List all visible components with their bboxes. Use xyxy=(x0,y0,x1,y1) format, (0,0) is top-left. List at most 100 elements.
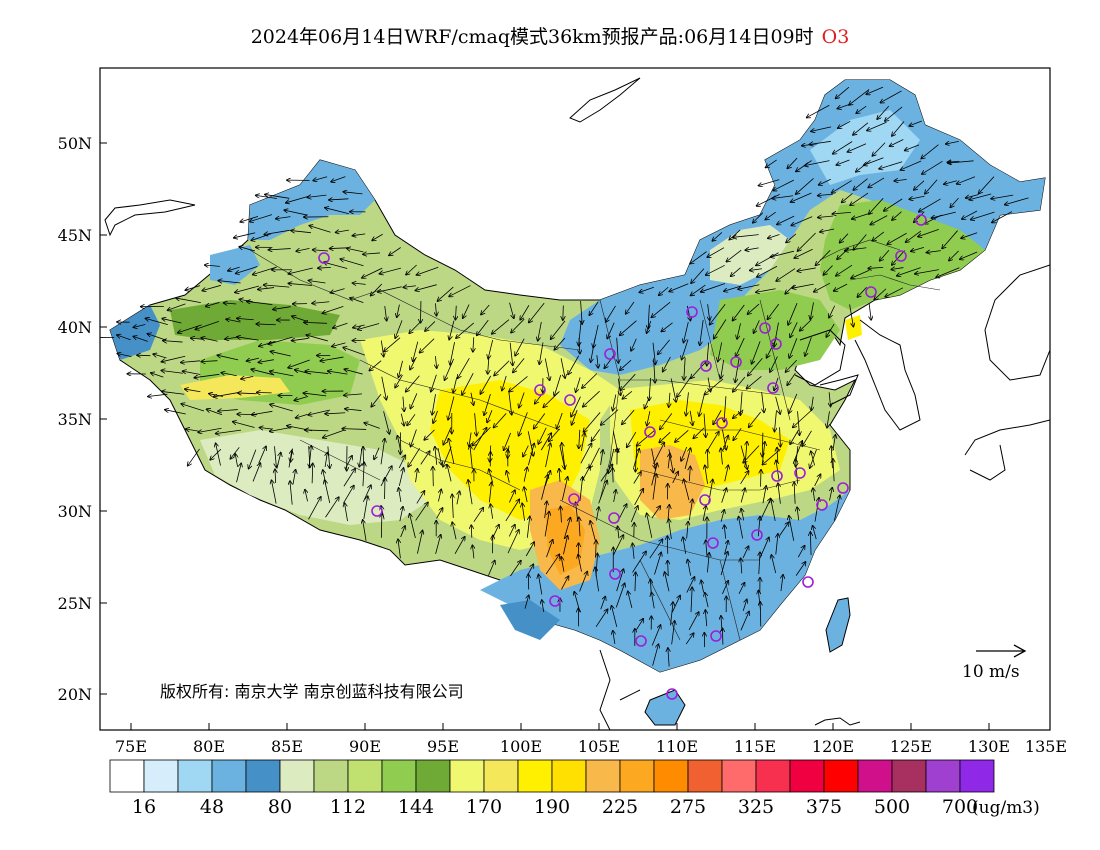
wind-arrow-icon xyxy=(708,304,710,320)
wind-arrow-icon xyxy=(833,459,834,482)
wind-arrow-icon xyxy=(926,251,941,253)
city-circle-icon xyxy=(635,635,647,647)
wind-arrow-icon xyxy=(756,288,776,293)
wind-arrow-icon xyxy=(948,161,974,163)
wind-arrow-icon xyxy=(791,192,812,202)
wind-arrow-icon xyxy=(670,602,674,626)
wind-arrow-icon xyxy=(572,409,578,425)
wind-arrow-icon xyxy=(950,197,959,207)
wind-arrow-icon xyxy=(515,338,525,356)
wind-arrow-icon xyxy=(652,474,656,500)
wind-arrow-icon xyxy=(188,448,200,466)
wind-arrow-icon xyxy=(922,160,943,174)
wind-arrow-icon xyxy=(712,232,723,240)
wind-arrow-icon xyxy=(632,551,647,573)
low-zone-north-light xyxy=(810,110,920,185)
wind-arrow-icon xyxy=(707,450,708,468)
wind-arrow-icon xyxy=(415,502,428,521)
wind-arrow-icon xyxy=(834,283,848,291)
wind-arrow-icon xyxy=(403,396,404,412)
wind-arrow-icon xyxy=(198,427,222,432)
wind-arrow-icon xyxy=(292,338,309,340)
colorbar-swatch xyxy=(959,759,995,793)
wind-arrow-icon xyxy=(872,142,886,156)
wind-arrow-icon xyxy=(522,503,524,521)
wind-arrow-icon xyxy=(713,410,722,424)
wind-arrow-icon xyxy=(820,228,835,232)
city-circle-icon xyxy=(700,360,712,372)
wind-arrow-icon xyxy=(659,431,671,442)
wind-arrow-icon xyxy=(654,552,662,575)
wind-arrow-icon xyxy=(669,283,689,292)
wind-arrow-icon xyxy=(805,160,830,166)
wind-arrow-icon xyxy=(635,572,636,592)
wind-arrow-icon xyxy=(659,286,669,295)
colorbar-swatch xyxy=(551,759,587,793)
wind-arrow-icon xyxy=(774,322,779,347)
wind-arrow-icon xyxy=(597,355,598,368)
wind-arrow-icon xyxy=(811,451,815,466)
wind-arrow-icon xyxy=(850,192,869,205)
wind-reference-label: 10 m/s xyxy=(962,662,1020,682)
wind-arrow-icon xyxy=(424,429,435,440)
wind-arrow-icon xyxy=(538,321,542,341)
wind-arrow-icon xyxy=(186,429,200,431)
wind-arrow-icon xyxy=(735,358,740,382)
wind-arrow-icon xyxy=(670,378,676,401)
city-circle-icon xyxy=(767,382,779,394)
wind-arrow-icon xyxy=(183,371,201,375)
wind-arrow-icon xyxy=(443,427,452,444)
wind-arrow-icon xyxy=(117,354,132,357)
wind-arrow-icon xyxy=(318,267,331,268)
wind-arrow-icon xyxy=(591,429,601,441)
wind-arrow-icon xyxy=(438,489,441,502)
wind-arrow-icon xyxy=(456,322,475,338)
wind-arrow-icon xyxy=(580,443,592,464)
wind-arrow-icon xyxy=(520,305,530,320)
wind-arrow-icon xyxy=(236,266,258,274)
wind-arrow-icon xyxy=(389,247,401,256)
wind-arrow-icon xyxy=(675,429,689,442)
wind-arrow-icon xyxy=(758,179,780,186)
wind-arrow-icon xyxy=(371,283,383,296)
wind-arrow-icon xyxy=(358,323,380,329)
wind-arrow-icon xyxy=(309,226,331,233)
wind-arrow-icon xyxy=(385,306,387,321)
wind-arrow-icon xyxy=(589,447,600,468)
colorbar-unit: (ug/m3) xyxy=(972,798,1040,818)
wind-arrow-icon xyxy=(740,488,745,503)
city-circle-icon xyxy=(318,252,330,264)
lat-tick-40: 40N xyxy=(58,318,92,337)
wind-arrow-icon xyxy=(909,120,922,126)
wind-arrow-icon xyxy=(639,286,654,292)
wind-arrow-icon xyxy=(527,431,533,456)
wind-arrow-icon xyxy=(849,304,854,326)
wind-arrow-icon xyxy=(449,285,471,297)
city-circle-icon xyxy=(608,512,620,524)
colorbar-label: 190 xyxy=(534,796,570,818)
wind-arrow-icon xyxy=(739,517,744,539)
wind-arrow-icon xyxy=(814,282,831,292)
wind-arrow-icon xyxy=(288,267,313,274)
wind-arrow-icon xyxy=(691,284,706,295)
wind-arrow-icon xyxy=(546,540,552,558)
wind-arrow-icon xyxy=(264,285,290,287)
wind-arrow-icon xyxy=(720,510,724,522)
wind-arrow-icon xyxy=(252,463,260,482)
wind-arrow-icon xyxy=(802,430,812,446)
wind-arrow-icon xyxy=(795,459,797,484)
wind-arrow-icon xyxy=(827,411,830,427)
wind-arrow-icon xyxy=(578,555,582,572)
city-circle-icon xyxy=(770,338,782,350)
wind-arrow-icon xyxy=(740,391,742,415)
colorbar-swatch xyxy=(109,759,145,793)
wind-arrow-icon xyxy=(463,304,470,319)
wind-arrow-icon xyxy=(634,489,644,506)
wind-arrow-icon xyxy=(270,404,293,412)
wind-arrow-icon xyxy=(714,319,727,338)
title-text: 2024年06月14日WRF/cmaq模式36km预报产品:06月14日09时 xyxy=(250,26,814,48)
wind-arrow-icon xyxy=(194,373,220,377)
wind-arrow-icon xyxy=(265,194,290,199)
wind-arrow-icon xyxy=(648,304,649,329)
wind-arrow-icon xyxy=(410,429,417,447)
